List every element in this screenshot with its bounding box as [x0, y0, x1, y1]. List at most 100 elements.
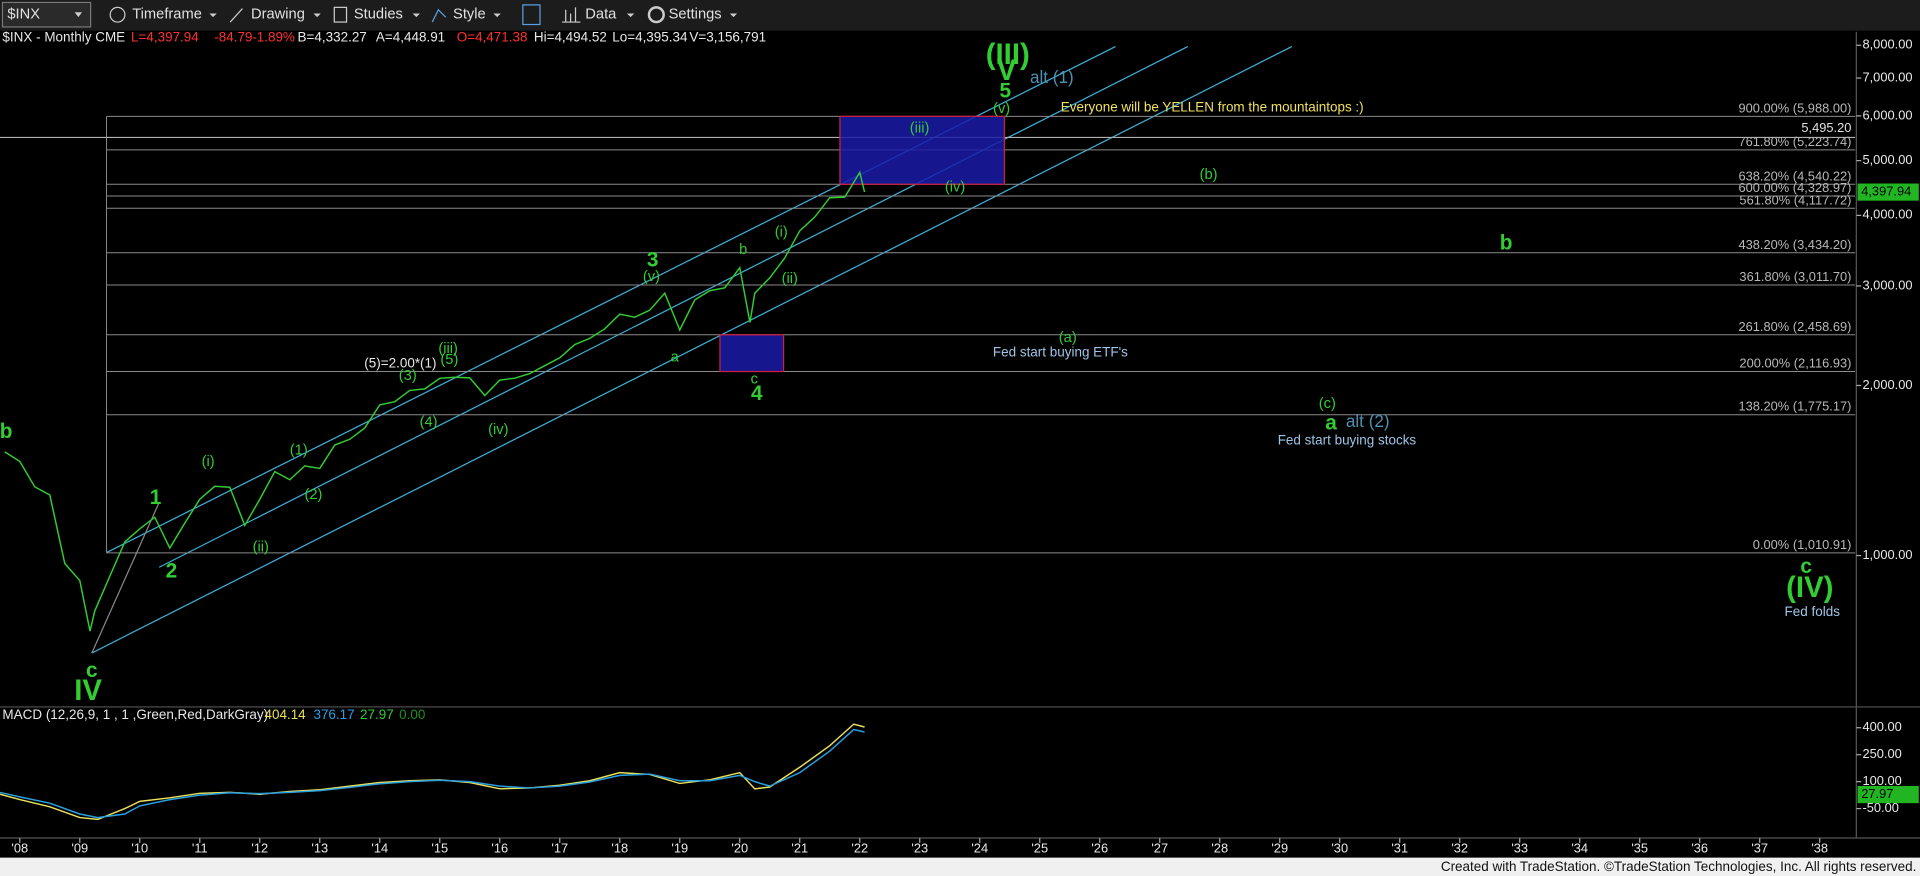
wave-label: 4 [751, 382, 763, 405]
wave-label: (5)=2.00*(1) [364, 355, 436, 370]
wave-label: c [86, 659, 98, 682]
symbol-box[interactable] [1, 1, 92, 28]
y-tick-label: 100.00 [1862, 773, 1901, 788]
info-high: Hi=4,494.52 [534, 30, 607, 45]
x-tick-label: '16 [491, 840, 508, 855]
wave-label: (i) [202, 454, 215, 470]
data-icon [562, 7, 581, 23]
wave-label: 3 [647, 248, 659, 271]
x-tick-label: '09 [71, 840, 88, 855]
indicator-readout: 376.17 [313, 707, 354, 722]
x-tick-label: '13 [311, 840, 328, 855]
x-tick-label: '10 [131, 840, 148, 855]
wave-label: 5 [1000, 79, 1012, 102]
footer-bar [0, 857, 1920, 876]
drawing-icon [229, 8, 243, 23]
x-tick-label: '14 [371, 840, 388, 855]
wave-label: (v) [643, 269, 660, 285]
wave-label: 2 [166, 560, 178, 583]
fib-level-label: 561.80% (4,117.72) [1739, 192, 1851, 207]
studies-icon [333, 6, 348, 23]
y-tick-label: 5,000.00 [1862, 152, 1912, 167]
timeframe-icon [109, 6, 126, 23]
layout-icon[interactable] [522, 4, 541, 26]
wave-label: (ii) [253, 540, 269, 556]
wave-label: (4) [420, 415, 438, 431]
y-tick-label: 2,000.00 [1862, 377, 1912, 392]
wave-label: (1) [290, 443, 308, 459]
toolbar-button[interactable]: Data [585, 7, 617, 23]
wave-label: (a) [1059, 330, 1077, 346]
wave-label: a [671, 350, 680, 366]
x-tick-label: '20 [731, 840, 748, 855]
wave-label: (III) [986, 38, 1030, 71]
series-line [0, 728, 865, 819]
x-tick-label: '25 [1031, 840, 1048, 855]
indicator-title: MACD (12,26,9, 1 , 1 ,Green,Red,DarkGray… [2, 707, 268, 722]
fib-level-label: 261.80% (2,458.69) [1738, 319, 1851, 334]
info-low: Lo=4,395.34 [612, 30, 688, 45]
dropdown-arrow [412, 13, 420, 18]
reference-label: 5,495.20 [1801, 120, 1851, 135]
symbol-input[interactable]: $INX [7, 7, 40, 23]
x-tick-label: '26 [1091, 840, 1108, 855]
x-tick-label: '22 [851, 840, 868, 855]
wave-label: (5) [440, 352, 458, 368]
marks: 1,000.00 2,000.00 3,000.00 4,000.00 5,000.00… [0, 37, 1919, 855]
wave-label: Everyone will be YELLEN from the mountai… [1061, 99, 1364, 114]
wave-label: (iv) [488, 422, 508, 438]
annotations: bcIV12(i)(ii)(1)(2)(3)(4)(5)(5)=2.00*(1)… [0, 38, 1840, 707]
x-tick-label: '31 [1391, 840, 1408, 855]
x-tick-label: '11 [192, 840, 208, 855]
fib-level-label: 0.00% (1,010.91) [1753, 537, 1852, 552]
y-tick-label: -50.00 [1862, 800, 1898, 815]
x-tick-label: '19 [671, 840, 688, 855]
info-open: O=4,471.38 [457, 30, 528, 45]
wave-label: b [739, 242, 747, 258]
toolbar-button[interactable]: Studies [354, 7, 403, 23]
toolbar-button[interactable]: Drawing [251, 7, 305, 23]
y-tick-label: 1,000.00 [1862, 547, 1912, 562]
fib-level-label: 200.00% (2,116.93) [1739, 356, 1851, 371]
wave-label: V [997, 54, 1017, 87]
wave-label: (2) [304, 487, 322, 503]
fib-level-label: 600.00% (4,328.97) [1738, 180, 1851, 195]
toolbar-button[interactable]: Style [453, 7, 486, 23]
wave-label: b [0, 420, 12, 443]
channel-middle [158, 46, 1189, 568]
toolbar-button[interactable]: Settings [669, 7, 722, 23]
zone-box [719, 334, 785, 373]
fib-level-label: 438.20% (3,434.20) [1738, 237, 1851, 252]
wave-label: Fed start buying ETF's [993, 344, 1128, 359]
macd-tag [1857, 786, 1919, 804]
toolbar-button[interactable]: Timeframe [132, 7, 202, 23]
x-tick-label: '34 [1571, 840, 1588, 855]
wave-label: alt (1) [1030, 67, 1074, 87]
wave-label: b [1500, 231, 1513, 254]
x-tick-label: '17 [551, 840, 568, 855]
x-tick-label: '32 [1451, 840, 1468, 855]
y-tick-label: 6,000.00 [1862, 107, 1912, 122]
footer: Created with TradeStation. ©TradeStation… [1441, 859, 1916, 874]
settings-icon [647, 6, 665, 24]
wave-label: (IV) [1786, 571, 1833, 604]
x-tick-label: '35 [1631, 840, 1648, 855]
info-change-pct: -1.89% [252, 30, 295, 45]
x-tick-label: '36 [1691, 840, 1708, 855]
indicator-readout: 27.97 [360, 707, 394, 722]
x-tick-label: '24 [971, 840, 988, 855]
last-price-tag [1857, 183, 1919, 201]
wave-label: c [751, 372, 758, 388]
info-last: L=4,397.94 [131, 30, 199, 45]
fib-level-label: 361.80% (3,011.70) [1739, 269, 1851, 284]
wave-label: (v) [993, 101, 1010, 117]
wave-label: (iv) [945, 179, 965, 195]
wave-label: (iii) [438, 341, 458, 357]
dropdown-arrow [209, 13, 217, 18]
indicator-readout: 0.00 [399, 707, 425, 722]
y-tick-label: 400.00 [1862, 719, 1901, 734]
wave-label: Fed folds [1785, 604, 1841, 619]
wave-label: (ii) [782, 271, 798, 287]
toolbar [0, 0, 1920, 31]
wave-label: c [1800, 555, 1812, 578]
